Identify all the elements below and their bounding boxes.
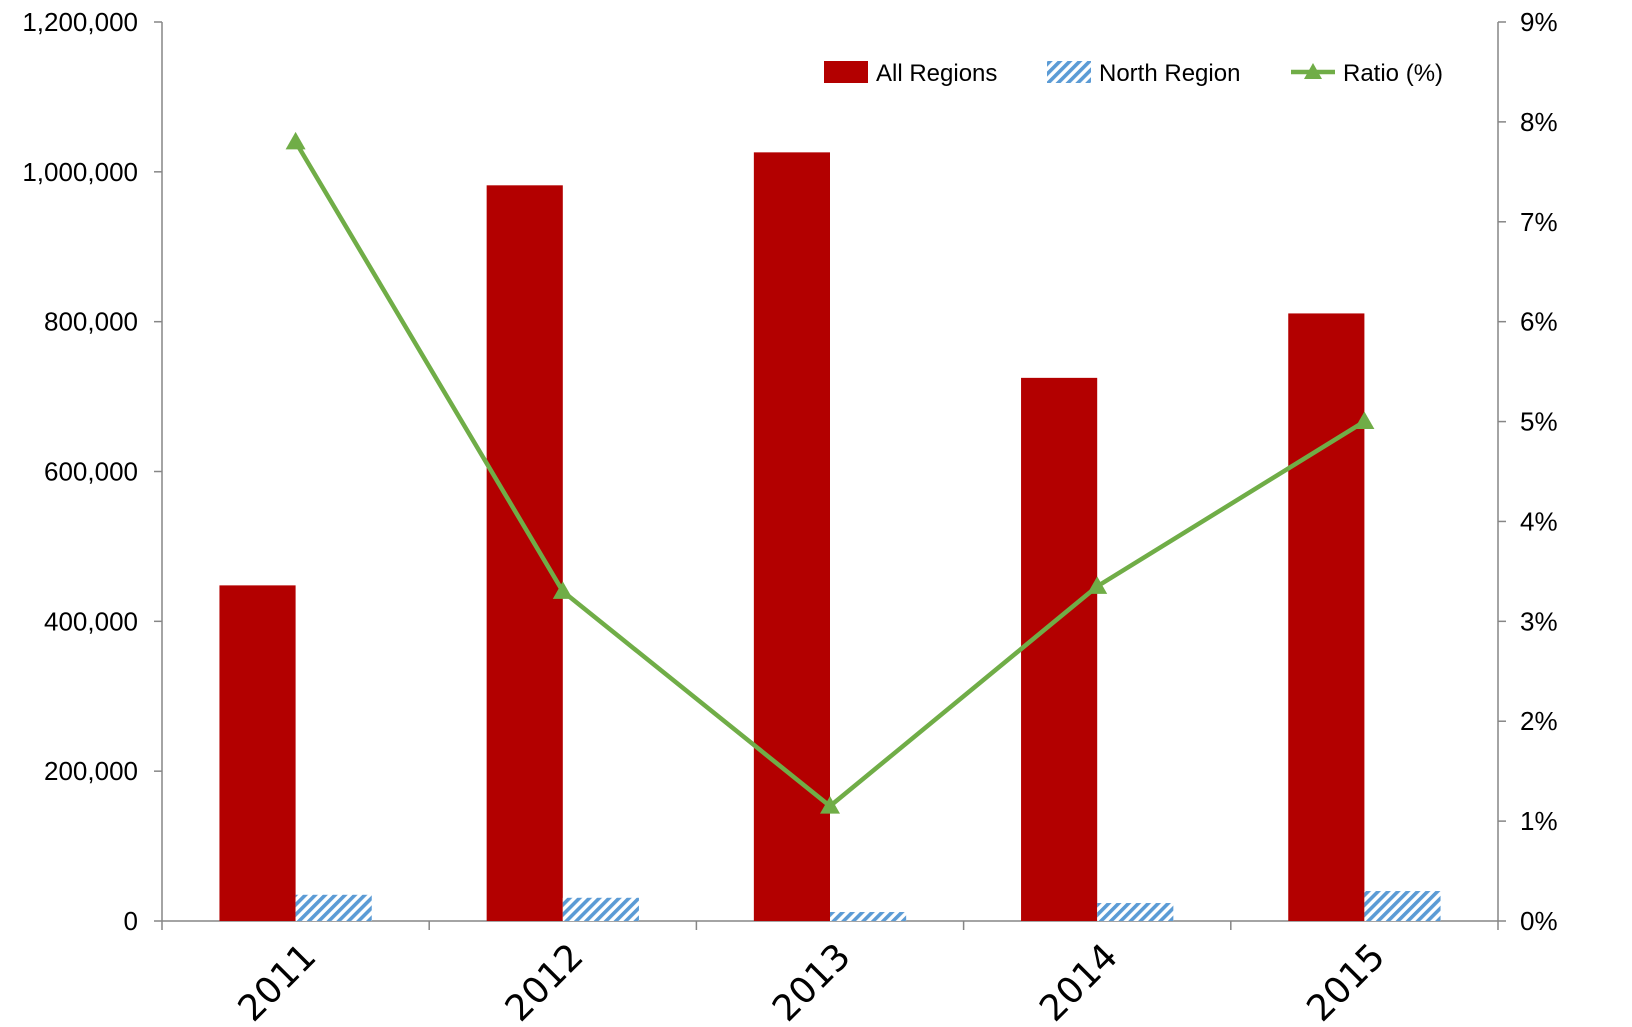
bar-all-regions [753, 152, 830, 922]
ratio-line-layer [285, 131, 1375, 814]
bar-north-region [562, 897, 639, 921]
legend-ratio-marker-triangle [1304, 63, 1322, 79]
legend-label-ratio: Ratio (%) [1343, 60, 1443, 87]
y-left-tick-label: 0 [124, 906, 138, 936]
y-right-tick-label: 1% [1520, 806, 1558, 836]
bar-north-region [1097, 903, 1174, 921]
bar-all-regions [1021, 377, 1098, 922]
x-tick-label: 2015 [1299, 936, 1393, 1022]
ratio-marker-triangle [285, 131, 306, 150]
x-tick-label: 2014 [1032, 936, 1126, 1022]
y-right-tick-label: 8% [1520, 107, 1558, 137]
y-right-tick-label: 6% [1520, 307, 1558, 337]
legend-swatch-all-regions [824, 61, 868, 83]
y-right-tick-label: 0% [1520, 906, 1558, 936]
legend-swatch-north-region [1047, 61, 1091, 83]
ratio-marker-triangle [1087, 576, 1108, 594]
y-right-tick-label: 3% [1520, 606, 1558, 636]
y-right-tick-label: 5% [1520, 407, 1558, 437]
bar-all-regions [1288, 313, 1365, 921]
x-tick-label: 2011 [231, 936, 325, 1022]
legend-label-north-region: North Region [1099, 60, 1240, 87]
bar-all-regions [219, 585, 296, 921]
legend: All Regions North Region Ratio (%) [824, 60, 1443, 87]
bar-north-region [295, 894, 372, 921]
y-left-tick-label: 1,200,000 [22, 7, 138, 37]
x-tick-label: 2012 [498, 936, 592, 1022]
ratio-marker-triangle [552, 581, 573, 599]
legend-label-all-regions: All Regions [876, 60, 997, 87]
y-left-tick-label: 800,000 [44, 307, 138, 337]
bar-north-region [830, 912, 907, 921]
ratio-marker-triangle [1354, 411, 1375, 430]
y-left-tick-label: 200,000 [44, 756, 138, 786]
x-tick-label: 2013 [765, 936, 859, 1022]
bar-north-region [1364, 891, 1441, 921]
y-right-tick-label: 7% [1520, 207, 1558, 237]
y-left-tick-label: 600,000 [44, 457, 138, 487]
y-left-tick-label: 400,000 [44, 606, 138, 636]
y-left-tick-label: 1,000,000 [22, 157, 138, 187]
y-right-tick-label: 4% [1520, 506, 1558, 536]
y-right-tick-label: 2% [1520, 706, 1558, 736]
bar-all-regions [486, 185, 563, 921]
bars-layer [219, 152, 1441, 922]
y-right-tick-label: 9% [1520, 7, 1558, 37]
ratio-marker-triangle [820, 796, 840, 814]
